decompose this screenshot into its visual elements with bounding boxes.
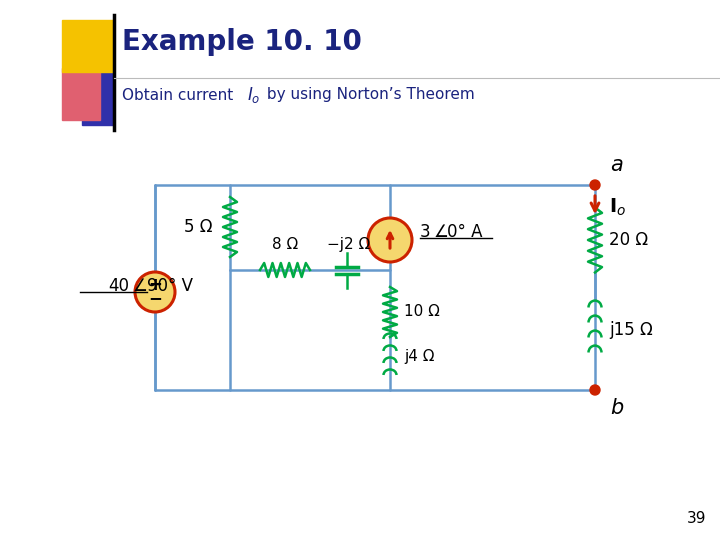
Text: −: − — [148, 289, 162, 307]
Text: $I_o$: $I_o$ — [247, 85, 261, 105]
Text: −j2 Ω: −j2 Ω — [328, 237, 371, 252]
Circle shape — [135, 272, 175, 312]
Text: $\mathbf{I}_o$: $\mathbf{I}_o$ — [609, 197, 626, 218]
Text: b: b — [611, 398, 624, 418]
Circle shape — [368, 218, 412, 262]
Circle shape — [590, 180, 600, 190]
Bar — [62, 20, 114, 72]
Text: ∠: ∠ — [434, 223, 449, 241]
Text: Example 10. 10: Example 10. 10 — [122, 28, 362, 56]
Text: 10 Ω: 10 Ω — [404, 305, 440, 320]
Text: ∠: ∠ — [132, 277, 147, 295]
Text: j4 Ω: j4 Ω — [404, 349, 434, 364]
Circle shape — [590, 385, 600, 395]
Text: 0° A: 0° A — [447, 223, 482, 241]
Text: 40: 40 — [108, 277, 129, 295]
Text: 20 Ω: 20 Ω — [609, 231, 648, 249]
Text: 3: 3 — [420, 223, 431, 241]
Text: 90° V: 90° V — [147, 277, 193, 295]
Text: a: a — [611, 155, 624, 175]
Text: 8 Ω: 8 Ω — [272, 237, 298, 252]
Text: j15 Ω: j15 Ω — [609, 321, 653, 339]
Text: 39: 39 — [686, 511, 706, 526]
Text: by using Norton’s Theorem: by using Norton’s Theorem — [262, 87, 474, 103]
Bar — [62, 68, 100, 120]
Bar — [82, 50, 114, 125]
Text: 5 Ω: 5 Ω — [184, 218, 212, 236]
Text: +: + — [148, 276, 162, 294]
Text: Obtain current: Obtain current — [122, 87, 238, 103]
